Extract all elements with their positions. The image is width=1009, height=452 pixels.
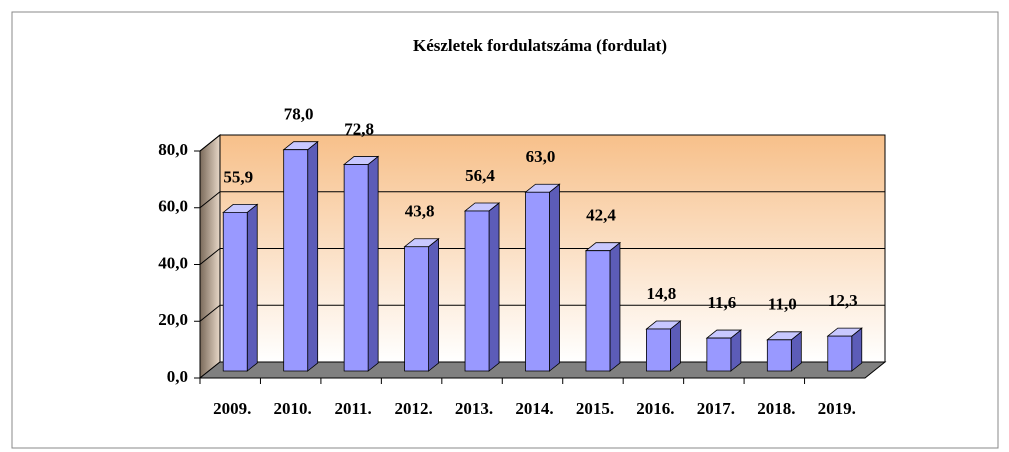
bar bbox=[222, 203, 259, 372]
bar-face bbox=[428, 237, 439, 372]
bar bbox=[584, 241, 622, 372]
y-tick-label: 80,0 bbox=[158, 140, 188, 159]
data-label: 11,0 bbox=[768, 295, 797, 314]
x-tick-label: 2019. bbox=[818, 399, 856, 418]
bar-face bbox=[367, 155, 379, 372]
bar-face bbox=[549, 183, 560, 372]
bar-face bbox=[706, 337, 732, 372]
x-tick-label: 2010. bbox=[274, 399, 312, 418]
data-label: 14,8 bbox=[647, 284, 677, 303]
grid-line bbox=[199, 191, 221, 209]
bar-face bbox=[246, 203, 258, 372]
bar-face bbox=[585, 250, 611, 372]
bar bbox=[705, 329, 743, 372]
data-label: 63,0 bbox=[526, 147, 556, 166]
bar bbox=[342, 155, 380, 372]
y-tick-label: 0,0 bbox=[167, 367, 188, 386]
chart-title: Készletek fordulatszáma (fordulat) bbox=[413, 36, 667, 55]
data-label: 43,8 bbox=[405, 202, 435, 221]
bar-face bbox=[766, 339, 792, 372]
bar bbox=[403, 237, 440, 372]
y-tick-label: 20,0 bbox=[158, 310, 188, 329]
bar bbox=[524, 183, 561, 372]
x-tick-label: 2012. bbox=[394, 399, 432, 418]
bar-face bbox=[343, 164, 369, 372]
data-label: 42,4 bbox=[586, 206, 616, 225]
bar bbox=[463, 202, 501, 372]
data-label: 72,8 bbox=[344, 119, 374, 138]
bar-face bbox=[464, 210, 490, 372]
bar bbox=[766, 330, 803, 372]
x-tick-label: 2015. bbox=[576, 399, 614, 418]
x-tick-label: 2017. bbox=[697, 399, 735, 418]
bar-face bbox=[404, 246, 429, 372]
bar-face bbox=[670, 320, 681, 372]
data-label: 55,9 bbox=[223, 167, 253, 186]
x-tick-label: 2014. bbox=[515, 399, 553, 418]
x-tick-label: 2016. bbox=[636, 399, 674, 418]
data-label: 12,3 bbox=[828, 291, 858, 310]
grid-line bbox=[199, 304, 221, 322]
x-tick-label: 2018. bbox=[757, 399, 795, 418]
y-tick-label: 60,0 bbox=[158, 197, 188, 216]
data-label: 78,0 bbox=[284, 105, 314, 124]
grid-line bbox=[199, 248, 221, 265]
bar-face bbox=[609, 241, 621, 372]
bar-face bbox=[646, 328, 671, 372]
bar-face bbox=[307, 140, 319, 372]
bar bbox=[826, 327, 863, 372]
y-tick-label: 40,0 bbox=[158, 253, 188, 272]
x-tick-label: 2011. bbox=[334, 399, 371, 418]
x-tick-label: 2013. bbox=[455, 399, 493, 418]
x-tick-label: 2009. bbox=[213, 399, 251, 418]
bar-face bbox=[488, 202, 500, 372]
bar-face bbox=[222, 211, 248, 372]
data-label: 56,4 bbox=[465, 166, 495, 185]
grid-line bbox=[199, 134, 221, 152]
bar-face bbox=[525, 191, 550, 372]
bar bbox=[645, 320, 682, 372]
bar bbox=[282, 140, 319, 372]
bar-face bbox=[827, 335, 853, 372]
bar-face bbox=[283, 149, 309, 372]
data-label: 11,6 bbox=[707, 293, 736, 312]
